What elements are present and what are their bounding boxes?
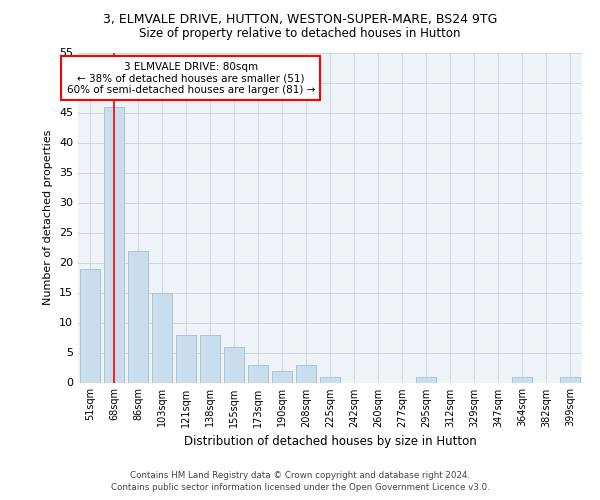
Bar — [80, 268, 100, 382]
Y-axis label: Number of detached properties: Number of detached properties — [43, 130, 53, 305]
Bar — [200, 334, 220, 382]
Bar — [248, 364, 268, 382]
Text: Contains HM Land Registry data © Crown copyright and database right 2024.
Contai: Contains HM Land Registry data © Crown c… — [110, 471, 490, 492]
Bar — [560, 376, 580, 382]
Bar — [176, 334, 196, 382]
X-axis label: Distribution of detached houses by size in Hutton: Distribution of detached houses by size … — [184, 435, 476, 448]
Bar — [296, 364, 316, 382]
Text: Size of property relative to detached houses in Hutton: Size of property relative to detached ho… — [139, 28, 461, 40]
Text: 3, ELMVALE DRIVE, HUTTON, WESTON-SUPER-MARE, BS24 9TG: 3, ELMVALE DRIVE, HUTTON, WESTON-SUPER-M… — [103, 12, 497, 26]
Bar — [224, 346, 244, 382]
Bar — [128, 250, 148, 382]
Text: 3 ELMVALE DRIVE: 80sqm
← 38% of detached houses are smaller (51)
60% of semi-det: 3 ELMVALE DRIVE: 80sqm ← 38% of detached… — [67, 62, 315, 94]
Bar — [104, 106, 124, 382]
Bar — [416, 376, 436, 382]
Bar — [320, 376, 340, 382]
Bar — [152, 292, 172, 382]
Bar — [272, 370, 292, 382]
Bar — [512, 376, 532, 382]
